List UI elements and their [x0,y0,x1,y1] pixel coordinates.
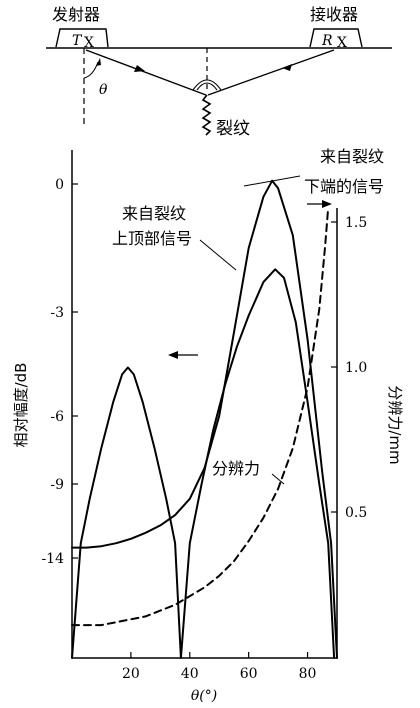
transmitter-probe-subscript: X [84,35,94,51]
x-tick-label: 80 [299,666,317,682]
series-line-lower-end [71,179,338,659]
receiver-probe-subscript: X [337,35,347,51]
series-label-upper-tip-line1: 来自裂纹 [122,204,186,223]
crack-label: 裂纹 [216,119,250,139]
series-label-upper-tip-line2: 上顶部信号 [112,229,192,248]
left-tick-label: -9 [50,477,64,493]
left-tick-label: 0 [55,177,64,193]
crack-zigzag [201,94,212,136]
receiver-label: 接收器 [310,5,358,24]
transmitter-label: 发射器 [52,5,100,24]
diffracted-beam-arrow [282,64,292,71]
series-label-resolution-leader [271,473,285,485]
left-tick-label: -14 [41,551,64,567]
angle-symbol: θ [99,82,108,98]
diffraction-arc-outer [192,79,222,91]
x-tick-label: 60 [240,666,258,682]
left-tick-label: -3 [50,305,64,321]
test-setup-diagram: 发射器 接收器 T X R X 裂纹 θ [46,5,392,139]
series-label-resolution: 分辨力 [212,459,260,478]
angle-arc-arrow [96,58,101,66]
left-ticks: 0 -3 -6 -9 -14 [41,177,78,567]
incident-beam [85,49,207,96]
diffracted-beam [207,49,335,96]
right-tick-label: 1.5 [345,215,367,231]
receiver-probe-symbol: R [321,33,333,49]
x-axis-label: θ(°) [191,688,217,704]
series-label-lower-end-leader [243,175,301,187]
left-axis-indicator-arrow [168,351,178,359]
right-tick-label: 0.5 [345,505,367,521]
series-label-lower-end-line1: 来自裂纹 [320,147,384,166]
x-tick-label: 20 [122,666,140,682]
y-axis-right-label: 分辨力/mm [386,385,404,464]
incident-beam-arrow [134,65,145,72]
series-line-resolution [71,206,330,627]
series-layer [71,179,338,659]
chart: 20 40 60 80 0 -3 -6 -9 -14 1.5 1.0 0.5 相对幅度/dB 分辨… [12,147,404,704]
x-tick-label: 40 [181,666,199,682]
series-label-lower-end-line2: 下端的信号 [304,177,384,196]
y-axis-left-label: 相对幅度/dB [12,363,30,448]
x-ticks: 20 40 60 80 [122,652,316,682]
right-tick-label: 1.0 [345,360,367,376]
transmitter-probe-symbol: T [72,33,83,49]
series-line-upper-tip [71,268,336,659]
series-label-upper-tip-leader [199,239,237,271]
right-ticks: 1.5 1.0 0.5 [331,215,367,521]
right-axis-indicator-arrow [322,200,332,208]
diffraction-arc-inner [196,82,218,91]
left-tick-label: -6 [50,409,64,425]
transmitter-probe-shape [55,28,109,48]
receiver-probe-shape [309,28,363,48]
angle-arc [83,61,99,79]
